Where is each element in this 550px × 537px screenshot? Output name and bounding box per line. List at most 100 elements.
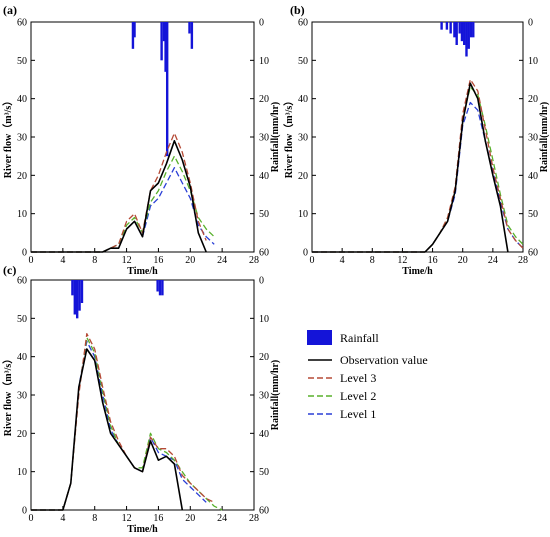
- y2-tick-label: 10: [528, 56, 538, 67]
- y-tick-label: 40: [17, 94, 27, 105]
- x-tick-label: 28: [518, 255, 528, 266]
- rainfall-bar: [75, 280, 79, 319]
- y-tick-label: 30: [17, 391, 27, 402]
- x-axis-title: Time/h: [127, 266, 158, 277]
- rainfall-bar: [467, 22, 470, 49]
- legend-swatch-rainfall: [307, 330, 332, 345]
- rainfall-bar: [73, 280, 77, 315]
- y2-tick-label: 50: [259, 209, 269, 220]
- rainfall-bar: [458, 22, 461, 34]
- y-tick-label: 50: [17, 314, 27, 325]
- y-axis-title: River flow（m³/s）: [1, 96, 14, 179]
- y-tick-label: 50: [17, 56, 27, 67]
- x-tick-label: 8: [370, 255, 375, 266]
- y2-tick-label: 40: [259, 429, 269, 440]
- y-tick-label: 10: [17, 209, 27, 220]
- x-tick-label: 24: [217, 513, 227, 524]
- rainfall-bar: [445, 22, 449, 30]
- panel-label: (a): [3, 3, 17, 17]
- rainfall-bar: [162, 22, 166, 42]
- y2-axis-title: Rainfall(mm/hr): [270, 102, 281, 173]
- y-tick-label: 0: [22, 248, 27, 259]
- y-tick-label: 10: [298, 209, 308, 220]
- x-tick-label: 28: [249, 255, 259, 266]
- y-tick-label: 30: [298, 133, 308, 144]
- panel-label: (c): [3, 263, 16, 277]
- y2-tick-label: 40: [528, 171, 538, 182]
- y-tick-label: 0: [303, 248, 308, 259]
- rainfall-bar: [158, 280, 162, 296]
- x-tick-label: 4: [60, 255, 65, 266]
- x-axis-title: Time/h: [127, 524, 158, 535]
- panel-c: (c) 0 4 8 12 16 20 24 28 0 10 20 30 40 50 60 0 10 20 30 40 50…: [1, 263, 281, 535]
- panel-b: (b) 0 4 8 12 16 20 24 28 0 10 20 30 40 50 60 0 10 20 30 40 50…: [282, 3, 550, 277]
- y2-tick-label: 40: [259, 171, 269, 182]
- rainfall-bar: [78, 280, 81, 311]
- rainfall-bar: [71, 280, 74, 296]
- x-tick-label: 20: [458, 255, 468, 266]
- y-tick-label: 20: [17, 429, 27, 440]
- y-tick-label: 40: [17, 352, 27, 363]
- x-tick-label: 8: [92, 513, 97, 524]
- legend-label-level-2: Level 2: [340, 389, 376, 403]
- x-tick-label: 16: [153, 255, 163, 266]
- legend-label-level-3: Level 3: [340, 371, 376, 385]
- series-line-observation: [312, 82, 509, 253]
- y2-tick-label: 50: [528, 209, 538, 220]
- x-tick-label: 20: [185, 513, 195, 524]
- x-tick-label: 24: [217, 255, 227, 266]
- rainfall-bar: [460, 22, 464, 42]
- x-tick-label: 16: [428, 255, 438, 266]
- y2-tick-label: 30: [259, 133, 269, 144]
- y2-tick-label: 20: [259, 352, 269, 363]
- y-axis-title: River flow（m³/s）: [1, 354, 14, 437]
- series-line-observation: [31, 140, 207, 253]
- x-tick-label: 0: [29, 255, 34, 266]
- y2-tick-label: 10: [259, 314, 269, 325]
- y2-tick-label: 30: [528, 133, 538, 144]
- x-tick-label: 12: [122, 513, 132, 524]
- series-line-level-2: [31, 336, 223, 511]
- y2-tick-label: 20: [259, 94, 269, 105]
- y2-tick-label: 0: [259, 276, 264, 287]
- legend: Rainfall Observation value Level 3 Level…: [307, 330, 428, 421]
- rainfall-bar: [188, 22, 191, 34]
- rainfall-bar: [465, 22, 468, 57]
- rainfall-bar: [165, 22, 169, 157]
- series-line-level-3: [31, 132, 207, 253]
- legend-label-rainfall: Rainfall: [340, 331, 379, 345]
- rainfall-bar: [440, 22, 443, 30]
- x-tick-label: 4: [60, 513, 65, 524]
- y-tick-label: 0: [22, 506, 27, 517]
- rainfall-bar: [164, 22, 167, 72]
- rainfall-bar: [449, 22, 452, 34]
- x-tick-label: 16: [153, 513, 163, 524]
- y-tick-label: 50: [298, 56, 308, 67]
- y2-tick-label: 0: [528, 18, 533, 29]
- x-tick-label: 12: [397, 255, 407, 266]
- y-tick-label: 20: [17, 171, 27, 182]
- rainfall-bar: [161, 280, 164, 296]
- plot-frame: [311, 21, 524, 253]
- y-tick-label: 60: [17, 18, 27, 29]
- x-axis-title: Time/h: [402, 266, 433, 277]
- rainfall-bar: [131, 22, 135, 49]
- x-tick-label: 12: [122, 255, 132, 266]
- series-line-observation: [31, 348, 184, 511]
- y-tick-label: 10: [17, 467, 27, 478]
- rainfall-bar: [156, 280, 159, 292]
- rainfall-bar: [472, 22, 475, 38]
- rainfall-bar: [133, 22, 136, 38]
- series-line-level-1: [312, 101, 524, 253]
- x-tick-label: 0: [29, 513, 34, 524]
- rainfall-bar: [463, 22, 466, 45]
- y2-tick-label: 60: [528, 248, 538, 259]
- plot-frame: [30, 21, 255, 253]
- legend-label-level-1: Level 1: [340, 407, 376, 421]
- y-axis-title: River flow（m³/s）: [282, 96, 295, 179]
- y-tick-label: 40: [298, 94, 308, 105]
- y-tick-label: 30: [17, 133, 27, 144]
- rainfall-bar: [469, 22, 473, 38]
- rainfall-bar: [160, 22, 163, 61]
